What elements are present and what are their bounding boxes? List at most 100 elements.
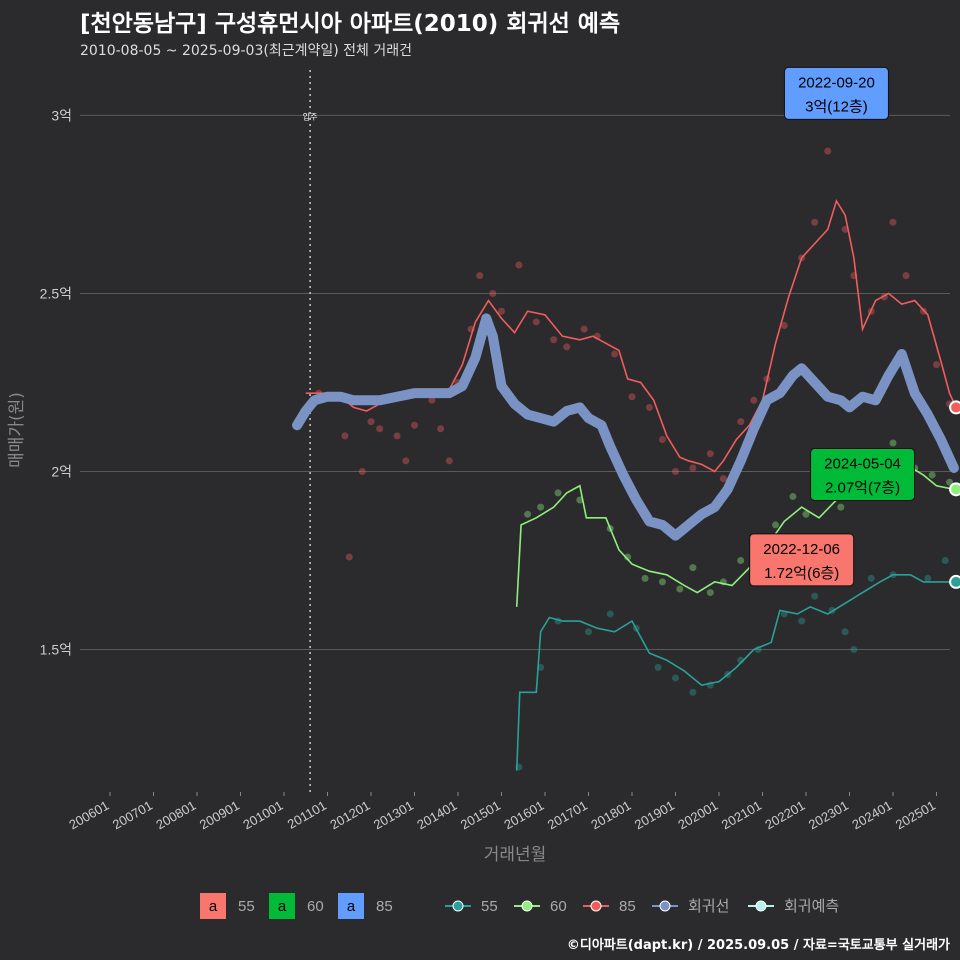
legend-marker [659, 900, 671, 912]
annotation-box [783, 66, 889, 120]
legend-letter: a [209, 898, 218, 915]
legend-marker [590, 900, 602, 912]
data-point-85 [341, 432, 349, 440]
data-point-85 [706, 450, 714, 458]
x-tick-label: 201201 [327, 798, 372, 833]
data-point-85 [563, 343, 571, 351]
data-point-85 [515, 261, 523, 269]
data-point-85 [393, 432, 401, 440]
data-point-85 [750, 396, 758, 404]
x-tick-label: 202201 [762, 798, 807, 833]
y-tick-label: 1.5억 [40, 642, 72, 658]
annotation-date: 2024-05-04 [824, 455, 901, 472]
data-point-85 [445, 457, 453, 465]
data-point-85 [402, 457, 410, 465]
series-line-55 [515, 573, 954, 771]
legend-swatch [338, 893, 364, 919]
data-point-55 [798, 617, 806, 625]
x-tick-label: 202001 [675, 798, 720, 833]
data-point-60 [537, 503, 545, 511]
prediction-marker [949, 482, 960, 497]
data-point-55 [672, 674, 679, 682]
data-point-60 [676, 585, 684, 593]
data-point-85 [411, 421, 418, 429]
x-tick-label: 201301 [371, 798, 416, 833]
x-tick-label: 202301 [806, 798, 851, 833]
legend-label: 55 [238, 898, 255, 915]
regression-line [292, 313, 959, 541]
data-point-85 [611, 350, 619, 358]
legend-label: 85 [619, 898, 636, 915]
annotation-price: 1.72억(6층) [764, 565, 839, 582]
data-point-85 [689, 464, 697, 472]
x-tick-label: 201401 [414, 798, 459, 833]
data-point-55 [867, 574, 875, 582]
legend-label: 회귀예측 [784, 898, 839, 915]
data-point-85 [489, 289, 497, 297]
data-point-60 [837, 503, 845, 511]
data-point-55 [585, 628, 592, 636]
data-point-60 [641, 574, 649, 582]
data-point-85 [672, 468, 679, 476]
data-point-60 [772, 521, 780, 529]
data-point-85 [719, 475, 727, 483]
data-point-60 [789, 492, 797, 500]
annotation-date: 2022-09-20 [798, 74, 875, 91]
data-point-60 [658, 578, 666, 586]
data-point-60 [946, 478, 954, 486]
data-point-85 [933, 361, 940, 369]
data-point-55 [924, 574, 932, 582]
legend-label: 60 [550, 898, 567, 915]
x-tick-label: 201101 [285, 798, 329, 832]
data-point-85 [889, 218, 897, 226]
annotation-price: 3억(12층) [805, 98, 868, 115]
annotation-box [749, 533, 855, 587]
x-tick-label: 200801 [153, 798, 198, 833]
legend-swatch [269, 893, 295, 919]
legend-swatch [200, 893, 226, 919]
data-point-85 [780, 322, 788, 330]
x-tick-label: 201801 [588, 798, 633, 833]
x-tick-label: 200901 [197, 798, 242, 833]
data-point-85 [645, 403, 653, 411]
footer-credit: ©디아파트(dapt.kr) / 2025.09.05 / 자료=국토교통부 실… [566, 938, 950, 953]
x-tick-label: 200601 [66, 798, 111, 833]
x-tick-label: 202401 [849, 798, 894, 833]
data-point-85 [737, 418, 745, 426]
data-point-55 [689, 688, 697, 696]
x-axis-title: 거래년월 [484, 845, 547, 865]
move-in-label: 입주 [303, 112, 318, 121]
x-tick-label: 201501 [458, 798, 503, 833]
annotation-price: 2.07억(7층) [825, 479, 900, 496]
x-tick-label: 201001 [240, 798, 285, 833]
data-point-85 [437, 425, 445, 433]
chart-subtitle: 2010-08-05 ~ 2025-09-03(최근계약일) 전체 거래건 [80, 43, 412, 59]
annotation-box [810, 447, 916, 501]
x-tick-label: 201601 [501, 798, 546, 833]
y-tick-label: 3억 [51, 107, 72, 123]
data-point-85 [532, 318, 540, 326]
data-point-85 [498, 307, 505, 315]
data-point-60 [928, 471, 936, 479]
data-point-85 [580, 325, 588, 333]
x-tick-label: 201901 [632, 798, 677, 833]
legend-marker [452, 900, 464, 912]
data-point-55 [850, 646, 858, 654]
legend-letter: a [278, 898, 287, 915]
y-axis-title: 매매가(원) [7, 392, 27, 468]
chart-title: [천안동남구] 구성휴먼시아 아파트(2010) 회귀선 예측 [80, 11, 621, 37]
data-point-85 [358, 468, 366, 476]
legend-marker [521, 900, 533, 912]
x-tick-label: 202501 [893, 798, 938, 833]
data-point-55 [841, 628, 849, 636]
data-point-60 [524, 510, 532, 518]
data-point-85 [811, 218, 819, 226]
data-point-85 [476, 272, 484, 280]
data-point-85 [345, 553, 353, 561]
data-point-85 [550, 336, 558, 344]
data-point-85 [658, 435, 666, 443]
x-tick-label: 200701 [110, 798, 155, 833]
legend-label: 회귀선 [688, 898, 729, 915]
prediction-marker [949, 400, 960, 415]
legend-label: 85 [376, 898, 393, 915]
